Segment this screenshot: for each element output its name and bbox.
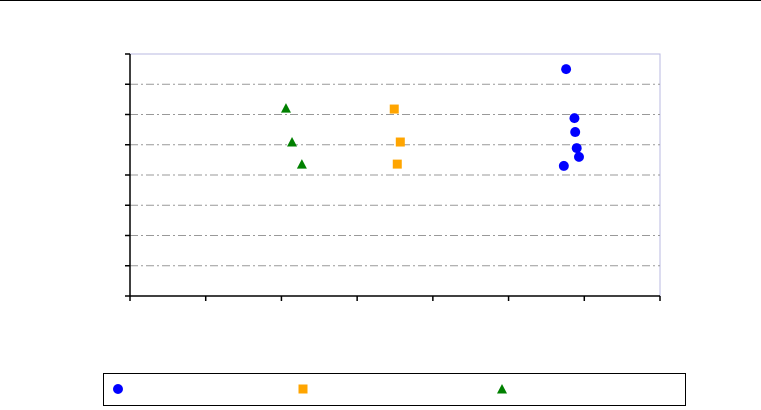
point [558,160,569,171]
point [570,127,581,138]
legend-marker [497,384,507,394]
point [287,137,298,147]
point [296,159,307,169]
legend-marker [298,384,308,394]
legend [103,373,686,406]
point [280,103,291,113]
point [395,137,405,147]
point [569,113,580,124]
point [573,151,584,162]
point [389,104,399,114]
legend-marker [113,384,123,394]
point [392,159,402,169]
point [561,64,572,75]
point [571,143,582,154]
